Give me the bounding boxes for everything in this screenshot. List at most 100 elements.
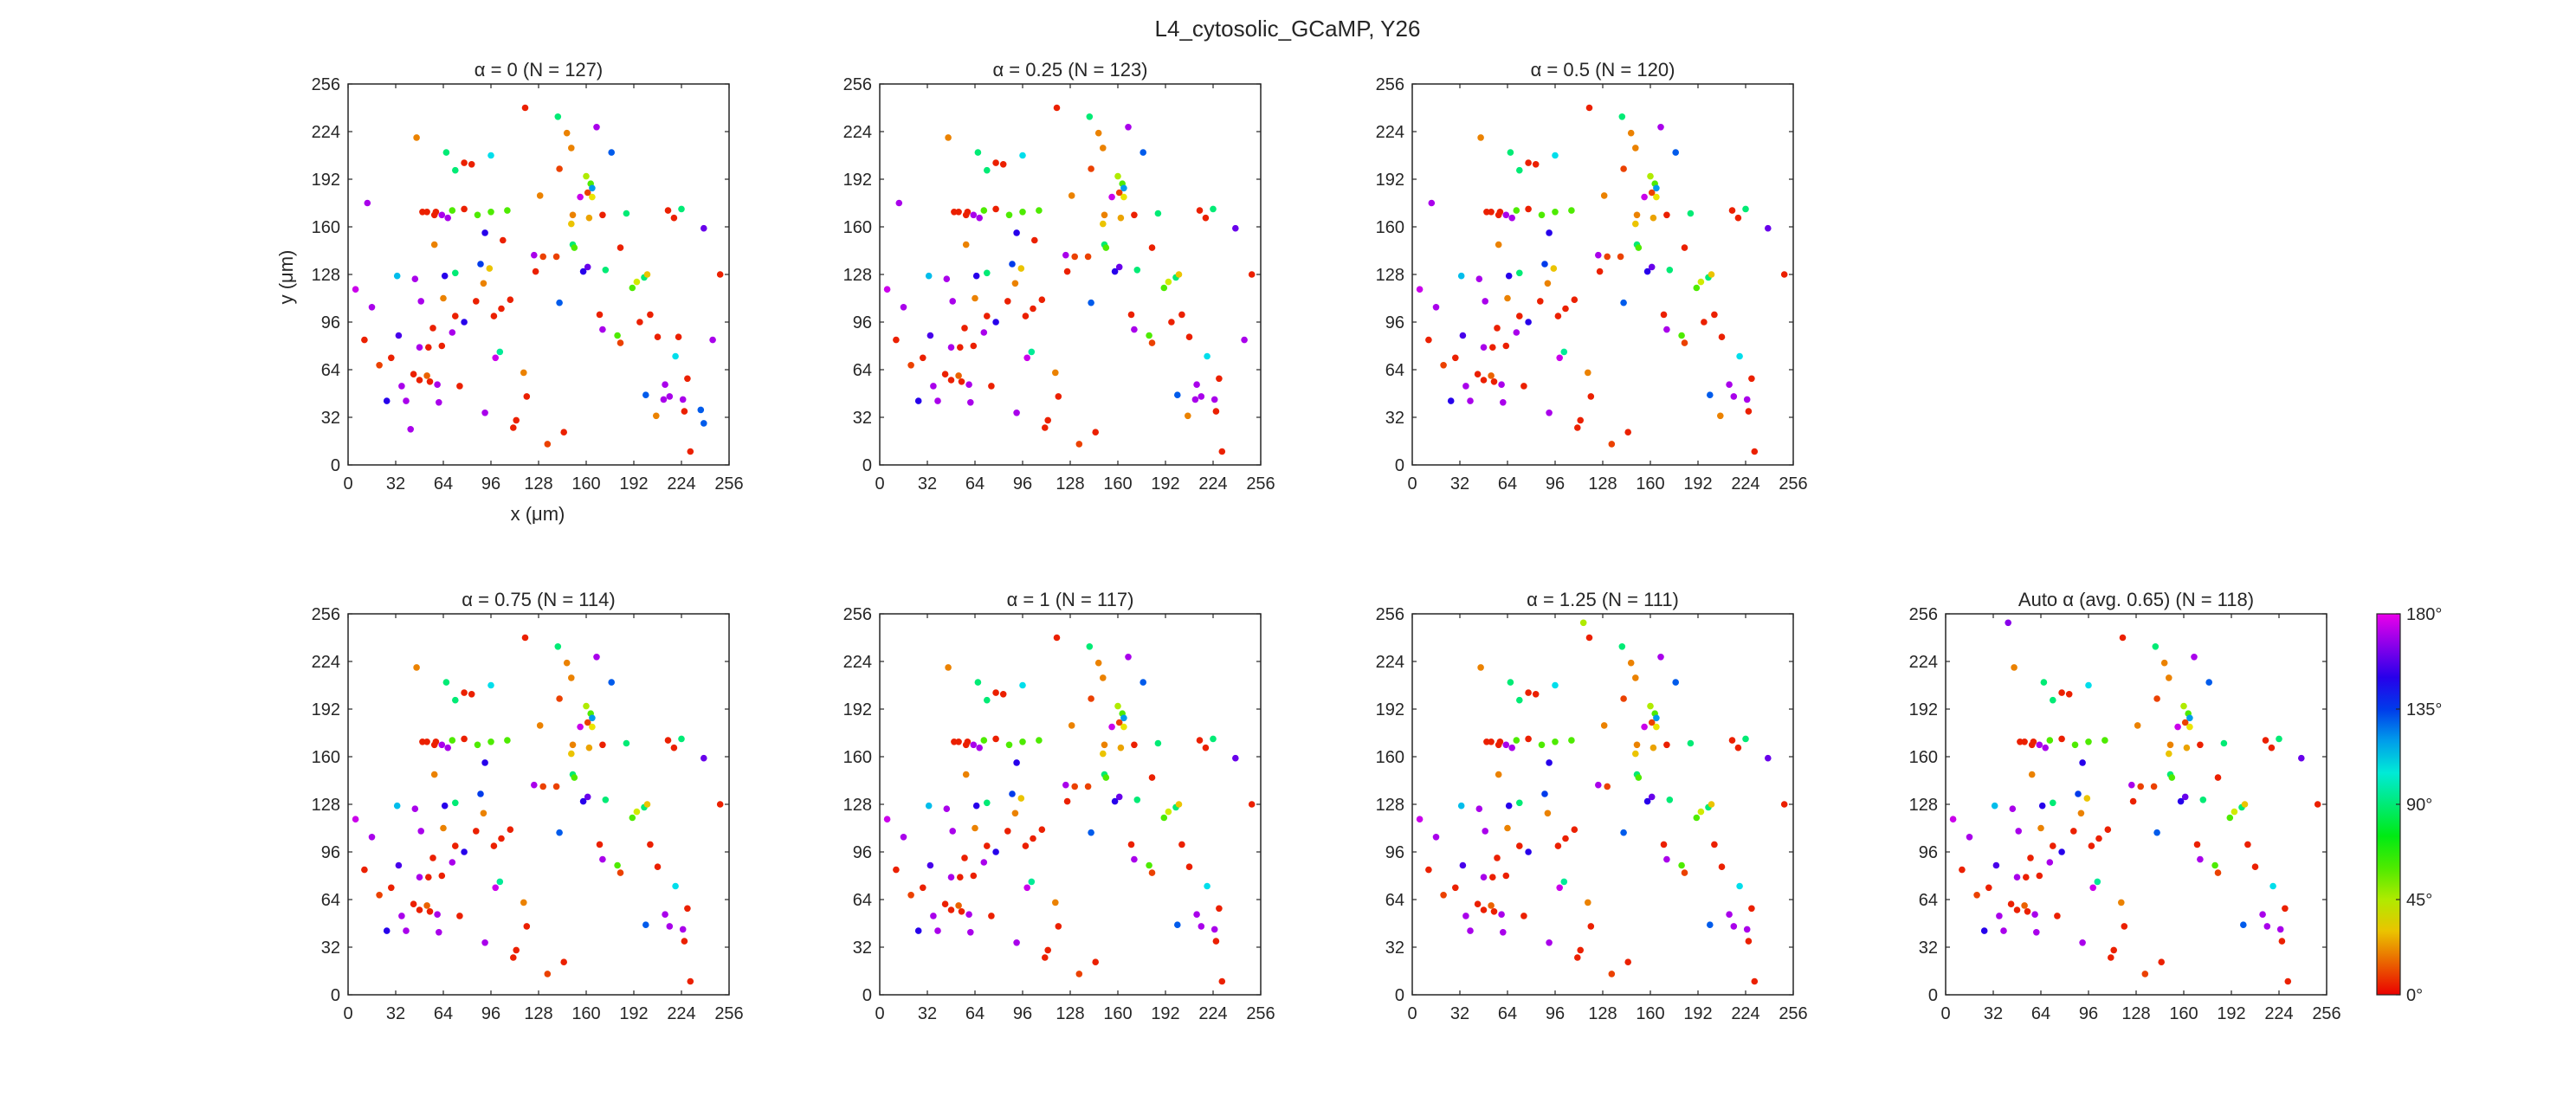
data-point <box>1120 714 1127 722</box>
data-point <box>1608 971 1616 977</box>
data-point <box>617 869 624 876</box>
data-point <box>1004 828 1011 835</box>
data-point <box>1168 319 1175 326</box>
data-point <box>1457 802 1465 810</box>
data-point <box>2268 744 2276 752</box>
y-tick-label: 128 <box>843 796 872 815</box>
data-point <box>1672 149 1679 156</box>
y-tick-label: 32 <box>853 939 872 958</box>
y-tick-label: 160 <box>843 748 872 767</box>
data-point <box>474 211 481 219</box>
data-point <box>1973 892 1980 899</box>
data-point <box>2231 808 2238 816</box>
data-point <box>1687 739 1695 747</box>
data-point <box>1191 396 1199 403</box>
data-point <box>1600 722 1608 729</box>
data-point <box>608 149 615 156</box>
colorbar: 0° 45° 90° 135° 180° <box>2376 605 2442 1005</box>
data-point <box>510 424 517 431</box>
y-tick-label: 160 <box>843 218 872 237</box>
data-point <box>964 739 972 745</box>
data-point <box>614 861 621 869</box>
data-point <box>486 265 494 272</box>
x-tick-label: 64 <box>965 1004 985 1023</box>
data-point <box>507 826 514 833</box>
data-point <box>2197 741 2204 749</box>
data-point <box>1004 298 1011 305</box>
data-point <box>1068 722 1075 729</box>
data-point <box>416 906 423 913</box>
data-point <box>1193 381 1200 389</box>
data-point <box>633 808 641 816</box>
data-point <box>1005 211 1013 219</box>
data-point <box>1726 911 1733 918</box>
x-tick-label: 256 <box>1246 1004 1275 1023</box>
data-point <box>1678 332 1685 339</box>
data-point <box>2141 971 2149 977</box>
data-point <box>393 802 401 810</box>
data-point <box>417 298 425 305</box>
data-point <box>1477 134 1484 141</box>
data-point <box>383 397 391 404</box>
data-point <box>1577 946 1584 954</box>
data-point <box>1102 774 1110 781</box>
data-point <box>513 416 520 424</box>
data-point <box>1538 741 1546 749</box>
data-point <box>2276 735 2282 743</box>
y-tick-label: 192 <box>843 171 872 190</box>
data-point <box>1618 113 1626 120</box>
data-point <box>962 771 970 778</box>
data-point <box>444 214 451 222</box>
data-point <box>2083 795 2091 802</box>
data-point <box>1204 882 1211 890</box>
colorbar-tick-label: 135° <box>2406 700 2442 719</box>
data-point <box>1218 448 1226 455</box>
data-point <box>539 783 546 790</box>
plot-frame <box>1411 613 1794 996</box>
data-point <box>579 268 587 275</box>
y-tick-label: 192 <box>1376 171 1404 190</box>
data-point <box>943 805 951 812</box>
scatter-panel: α = 1.25 (N = 111) 00 32 32 64 64 96 96 128 128 16… <box>1376 589 1808 1023</box>
data-point <box>1627 129 1635 137</box>
data-point <box>1663 741 1670 749</box>
data-point <box>1447 397 1455 404</box>
data-point <box>1474 900 1482 907</box>
data-point <box>2284 977 2292 985</box>
y-tick-label: 256 <box>843 605 872 624</box>
data-point <box>461 319 468 326</box>
x-tick-label: 32 <box>386 1004 405 1023</box>
data-point <box>716 271 724 278</box>
data-point <box>1055 393 1062 400</box>
data-point <box>560 958 567 965</box>
data-point <box>2150 783 2158 790</box>
y-tick-label: 64 <box>853 361 872 380</box>
data-point <box>1596 268 1604 275</box>
data-point <box>577 193 584 201</box>
x-tick-label: 256 <box>1246 474 1275 493</box>
data-point <box>1587 393 1595 400</box>
data-point <box>481 939 488 946</box>
y-tick-label: 32 <box>1385 409 1404 428</box>
x-tick-label: 224 <box>667 474 695 493</box>
data-point <box>1489 344 1496 352</box>
data-point <box>426 378 434 385</box>
data-point <box>1490 378 1498 385</box>
data-point <box>1218 977 1226 985</box>
data-point <box>1643 268 1651 275</box>
data-point <box>1681 869 1688 876</box>
data-point <box>992 319 999 326</box>
data-point <box>1467 927 1474 934</box>
x-tick-label: 160 <box>1103 1004 1132 1023</box>
data-point <box>1483 739 1490 745</box>
data-point <box>1094 129 1102 137</box>
data-point <box>1030 835 1036 842</box>
data-point <box>2046 737 2054 744</box>
data-point <box>1488 739 1495 745</box>
data-point <box>1498 911 1505 918</box>
data-point <box>1480 344 1488 352</box>
data-point <box>1681 244 1688 251</box>
data-point <box>1140 149 1146 156</box>
data-point <box>1452 884 1459 892</box>
data-point <box>1620 829 1627 836</box>
